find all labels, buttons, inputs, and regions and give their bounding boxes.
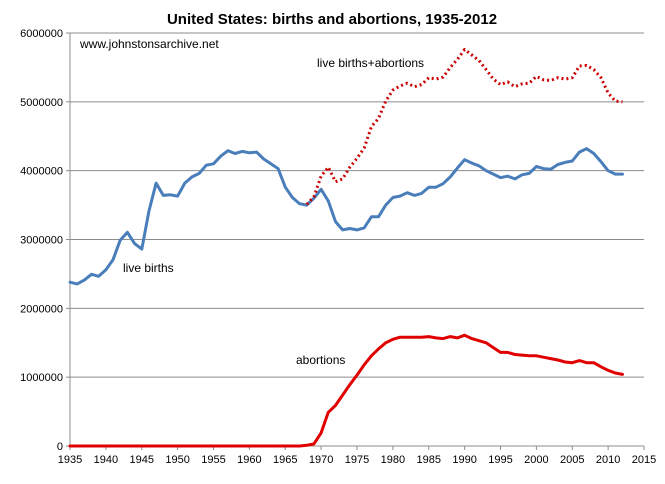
y-tick-label: 5000000 (20, 97, 63, 109)
y-tick-label: 6000000 (20, 28, 63, 40)
x-tick-label: 1960 (237, 454, 261, 466)
annotation-live-births-abortions: live births+abortions (317, 56, 424, 70)
source-url: www.johnstonsarchive.net (79, 37, 219, 51)
x-tick-label: 2010 (596, 454, 620, 466)
x-tick-label: 1940 (94, 454, 118, 466)
x-tick-label: 1995 (488, 454, 512, 466)
x-tick-label: 2005 (560, 454, 584, 466)
y-tick-label: 3000000 (20, 235, 63, 247)
series-line-abortions (68, 333, 624, 448)
x-tick-label: 1955 (201, 454, 225, 466)
x-tick-label: 1975 (345, 454, 369, 466)
series-line-live-births (68, 147, 624, 286)
y-tick-label: 4000000 (20, 166, 63, 178)
x-tick-label: 1990 (452, 454, 476, 466)
series-line-live-births-abortions (305, 48, 623, 206)
y-axis-ticks: 0 1000000 2000000 3000000 4000000 5000000 6000… (20, 28, 70, 453)
series-lines (68, 48, 624, 448)
annotation-abortions: abortions (296, 353, 345, 367)
gridlines (70, 32, 644, 378)
x-axis-ticks: 1935 1940 1945 1950 1955 1960 1965 1970 1975 1980… (58, 446, 656, 466)
y-tick-label: 0 (57, 441, 63, 453)
x-tick-label: 1945 (130, 454, 154, 466)
x-tick-label: 1950 (165, 454, 189, 466)
x-tick-label: 1985 (417, 454, 441, 466)
x-tick-label: 2000 (524, 454, 548, 466)
y-tick-label: 2000000 (20, 303, 63, 315)
x-tick-label: 1980 (381, 454, 405, 466)
x-tick-label: 1965 (273, 454, 297, 466)
x-tick-label: 2015 (632, 454, 656, 466)
chart-title: United States: births and abortions, 193… (167, 11, 497, 28)
x-tick-label: 1935 (58, 454, 82, 466)
x-tick-label: 1970 (309, 454, 333, 466)
y-tick-label: 1000000 (20, 372, 63, 384)
annotation-live-births: live births (123, 261, 174, 275)
